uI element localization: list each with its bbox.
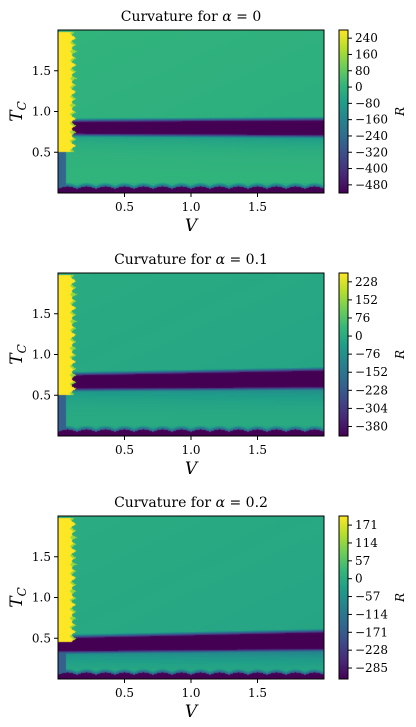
chart-panel-alpha-0: Curvature for α = 0 0.5 1.0 1.5 0.5 1.0 1.5 V TC…	[0, 0, 416, 240]
colorbar-tick-label: −76	[355, 347, 380, 361]
y-tick-label: 1.0	[32, 105, 51, 119]
x-tick-label: 1.0	[181, 443, 200, 457]
colorbar-tick-label: 228	[355, 275, 378, 289]
heatmap-image	[58, 516, 324, 679]
y-tick-label: 1.0	[32, 348, 51, 362]
y-axis-label: TC	[7, 344, 29, 365]
y-tick-label: 0.5	[32, 388, 51, 402]
chart-svg: Curvature for α = 0 0.5 1.0 1.5 0.5 1.0 1.5 V TC…	[7, 9, 407, 236]
colorbar-tick-label: −240	[355, 129, 388, 143]
colorbar-tick-label: 0	[355, 80, 363, 94]
chart-title: Curvature for α = 0.2	[114, 495, 268, 511]
heatmap-image	[58, 30, 324, 193]
chart-panel-alpha-0.2: Curvature for α = 0.2 0.5 1.0 1.5 0.5 1.0 1.5 V…	[0, 486, 416, 726]
colorbar-tick-label: −400	[355, 162, 388, 176]
heatmap-image	[58, 273, 324, 436]
colorbar-tick-label: −57	[355, 590, 380, 604]
y-tick-label: 1.0	[32, 591, 51, 605]
y-tick-label: 1.5	[32, 550, 51, 564]
x-tick-label: 0.5	[115, 686, 134, 700]
colorbar-tick-label: −160	[355, 113, 388, 127]
colorbar-tick-label: −285	[355, 661, 388, 675]
chart-svg: Curvature for α = 0.1 0.5 1.0 1.5 0.5 1.0 1.5 V…	[7, 252, 407, 479]
chart-svg: Curvature for α = 0.2 0.5 1.0 1.5 0.5 1.0 1.5 V…	[7, 495, 407, 722]
x-tick-label: 1.0	[181, 686, 200, 700]
colorbar-tick-label: 0	[355, 572, 363, 586]
chart-panel-alpha-0.1: Curvature for α = 0.1 0.5 1.0 1.5 0.5 1.0 1.5 V…	[0, 243, 416, 483]
colorbar	[338, 515, 349, 680]
chart-title: Curvature for α = 0	[121, 9, 262, 25]
x-axis-label: V	[185, 702, 199, 722]
y-axis-label: TC	[7, 587, 29, 608]
colorbar-tick-label: −228	[355, 383, 388, 397]
x-tick-label: 1.5	[248, 443, 267, 457]
colorbar-tick-label: 160	[355, 47, 378, 61]
colorbar-tick-label: −171	[355, 625, 388, 639]
colorbar-tick-label: 80	[355, 64, 370, 78]
chart-title: Curvature for α = 0.1	[114, 252, 268, 268]
colorbar-label: R	[393, 593, 407, 603]
colorbar-tick-label: −380	[355, 419, 388, 433]
x-tick-label: 0.5	[115, 200, 134, 214]
colorbar-label: R	[393, 107, 407, 117]
y-axis-label: TC	[7, 101, 29, 122]
colorbar-tick-label: 57	[355, 554, 370, 568]
colorbar-tick-label: −320	[355, 145, 388, 159]
colorbar	[338, 272, 349, 437]
y-tick-label: 0.5	[32, 631, 51, 645]
colorbar-tick-label: −152	[355, 365, 388, 379]
y-tick-label: 0.5	[32, 145, 51, 159]
x-tick-label: 1.5	[248, 686, 267, 700]
colorbar-tick-label: −228	[355, 643, 388, 657]
colorbar-tick-label: −480	[355, 178, 388, 192]
x-tick-label: 1.0	[181, 200, 200, 214]
colorbar-tick-label: −80	[355, 96, 380, 110]
colorbar-tick-label: 152	[355, 293, 378, 307]
colorbar-tick-label: −114	[355, 607, 388, 621]
colorbar-tick-label: 0	[355, 329, 363, 343]
y-tick-label: 1.5	[32, 64, 51, 78]
colorbar-label: R	[393, 350, 407, 360]
x-tick-label: 0.5	[115, 443, 134, 457]
x-axis-label: V	[185, 459, 199, 479]
colorbar-tick-label: 114	[355, 536, 378, 550]
y-tick-label: 1.5	[32, 307, 51, 321]
colorbar-tick-label: −304	[355, 401, 388, 415]
colorbar-tick-label: 76	[355, 311, 370, 325]
colorbar-tick-label: 240	[355, 31, 378, 45]
x-axis-label: V	[185, 216, 199, 236]
x-tick-label: 1.5	[248, 200, 267, 214]
colorbar-tick-label: 171	[355, 518, 378, 532]
colorbar	[338, 29, 349, 194]
